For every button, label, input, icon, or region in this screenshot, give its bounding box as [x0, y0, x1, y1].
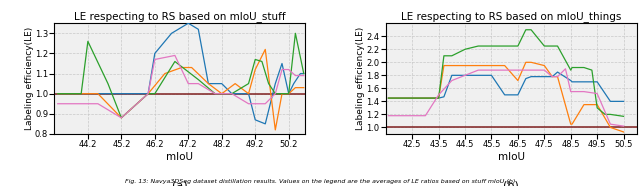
Title: LE respecting to RS based on mIoU_things: LE respecting to RS based on mIoU_things — [401, 11, 621, 22]
X-axis label: mIoU: mIoU — [166, 152, 193, 162]
X-axis label: mIoU: mIoU — [498, 152, 525, 162]
Text: (a): (a) — [172, 180, 188, 186]
Text: Fig. 13: Navya3DSeg dataset distillation results. Values on the legend are the a: Fig. 13: Navya3DSeg dataset distillation… — [125, 179, 515, 184]
Text: (b): (b) — [504, 180, 519, 186]
Title: LE respecting to RS based on mIoU_stuff: LE respecting to RS based on mIoU_stuff — [74, 11, 285, 22]
Y-axis label: Labeling efficiency(LE): Labeling efficiency(LE) — [356, 27, 365, 130]
Y-axis label: Labeling efficiency(LE): Labeling efficiency(LE) — [24, 27, 33, 130]
